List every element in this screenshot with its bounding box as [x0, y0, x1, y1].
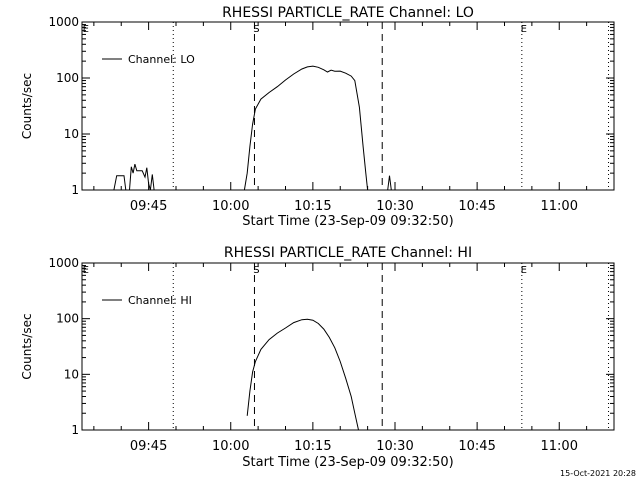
marker-label: E: [521, 265, 527, 276]
y-tick-label: 100: [56, 312, 79, 326]
chart-panel-1: RHESSI PARTICLE_RATE Channel: LO 1 10 100 10…: [20, 5, 615, 229]
x-tick-label: 10:45: [458, 439, 495, 454]
x-tick-label: 09:45: [130, 439, 167, 454]
data-series-line: [243, 65, 369, 191]
timestamp: 15-Oct-2021 20:28: [560, 469, 636, 478]
x-axis-label: Start Time (23-Sep-09 09:32:50): [242, 455, 453, 470]
x-tick-label: 11:00: [541, 199, 578, 214]
y-tick-label: 100: [56, 71, 79, 85]
chart-title: RHESSI PARTICLE_RATE Channel: HI: [224, 245, 472, 261]
plot-frame: [81, 21, 615, 191]
marker-label: S: [253, 265, 259, 276]
y-axis-label: Counts/sec: [20, 73, 34, 139]
marker-label: E: [521, 24, 527, 35]
x-tick-label: 09:45: [130, 199, 167, 214]
x-tick-label: 10:00: [212, 439, 249, 454]
x-tick-label: 10:00: [212, 199, 249, 214]
plot-frame: [81, 262, 615, 431]
legend-entry: Channel: LO: [128, 53, 195, 66]
y-tick-label: 10: [64, 127, 79, 141]
x-tick-label: 10:15: [294, 199, 331, 214]
chart-title: RHESSI PARTICLE_RATE Channel: LO: [222, 5, 474, 21]
marker-label: S: [253, 24, 259, 35]
chart-panel-2: RHESSI PARTICLE_RATE Channel: HI 1 10 100 10…: [20, 245, 615, 470]
x-tick-label: 10:45: [458, 199, 495, 214]
y-tick-label: 1: [71, 183, 79, 197]
data-series-line: [113, 163, 155, 191]
x-tick-label: 10:15: [294, 439, 331, 454]
y-tick-label: 1000: [48, 256, 79, 270]
y-tick-label: 1: [71, 423, 79, 437]
y-axis-label: Counts/sec: [20, 313, 34, 379]
y-tick-label: 10: [64, 367, 79, 381]
marker-label: E: [83, 24, 89, 35]
x-tick-label: 11:00: [541, 439, 578, 454]
x-axis-label: Start Time (23-Sep-09 09:32:50): [242, 214, 453, 229]
x-tick-label: 10:30: [376, 439, 413, 454]
data-series-line: [387, 175, 392, 191]
marker-label: E: [83, 265, 89, 276]
x-tick-label: 10:30: [376, 199, 413, 214]
legend-entry: Channel: HI: [128, 294, 192, 307]
y-tick-label: 1000: [48, 15, 79, 29]
data-series-line: [246, 318, 359, 431]
